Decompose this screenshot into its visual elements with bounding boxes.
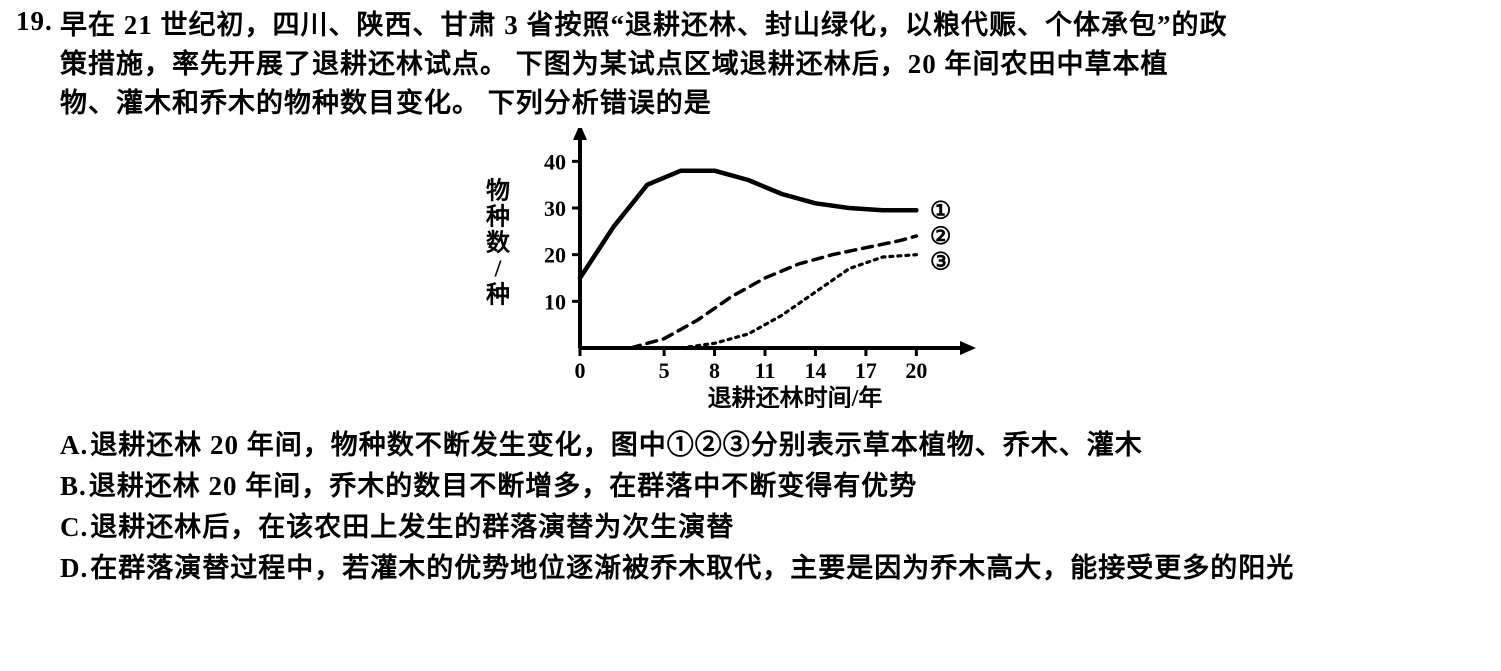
- option-b: B. 退耕还林 20 年间，乔木的数目不断增多，在群落中不断变得有优势: [60, 467, 1485, 506]
- answer-options: A. 退耕还林 20 年间，物种数不断发生变化，图中①②③分别表示草本植物、乔木…: [60, 426, 1485, 591]
- option-a: A. 退耕还林 20 年间，物种数不断发生变化，图中①②③分别表示草本植物、乔木…: [60, 426, 1485, 465]
- question-number: 19.: [16, 6, 53, 37]
- exam-question: 19. 早在 21 世纪初，四川、陕西、甘肃 3 省按照“退耕还林、封山绿化，以…: [0, 0, 1501, 671]
- option-a-label: A.: [60, 426, 88, 465]
- svg-text:17: 17: [855, 358, 877, 383]
- option-b-text: 退耕还林 20 年间，乔木的数目不断增多，在群落中不断变得有优势: [89, 467, 1485, 506]
- option-d: D. 在群落演替过程中，若灌木的优势地位逐渐被乔木取代，主要是因为乔木高大，能接…: [60, 549, 1485, 588]
- option-d-text: 在群落演替过程中，若灌木的优势地位逐渐被乔木取代，主要是因为乔木高大，能接受更多…: [90, 549, 1485, 588]
- question-stem: 早在 21 世纪初，四川、陕西、甘肃 3 省按照“退耕还林、封山绿化，以粮代赈、…: [60, 6, 1485, 123]
- svg-text:数: 数: [486, 230, 511, 257]
- stem-line-2: 策措施，率先开展了退耕还林试点。 下图为某试点区域退耕还林后，20 年间农田中草…: [60, 45, 1485, 84]
- svg-text:物: 物: [486, 178, 510, 205]
- species-chart: 1020304005811141720物种数/种退耕还林时间/年①②③: [470, 128, 1030, 408]
- stem-line-1: 早在 21 世纪初，四川、陕西、甘肃 3 省按照“退耕还林、封山绿化，以粮代赈、…: [60, 6, 1485, 45]
- stem-line-3: 物、灌木和乔木的物种数目变化。 下列分析错误的是: [60, 84, 1485, 123]
- option-c-label: C.: [60, 508, 88, 547]
- svg-text:种: 种: [486, 204, 510, 231]
- svg-text:11: 11: [755, 358, 776, 383]
- option-a-text: 退耕还林 20 年间，物种数不断发生变化，图中①②③分别表示草本植物、乔木、灌木: [90, 426, 1485, 465]
- svg-text:退耕还林时间/年: 退耕还林时间/年: [708, 384, 883, 408]
- option-c: C. 退耕还林后，在该农田上发生的群落演替为次生演替: [60, 508, 1485, 547]
- option-c-text: 退耕还林后，在该农田上发生的群落演替为次生演替: [90, 508, 1485, 547]
- svg-text:③: ③: [930, 250, 952, 276]
- option-b-label: B.: [60, 467, 87, 506]
- svg-text:8: 8: [709, 358, 720, 383]
- svg-text:①: ①: [930, 198, 952, 224]
- option-d-label: D.: [60, 549, 88, 588]
- svg-text:种: 种: [486, 282, 510, 309]
- svg-text:30: 30: [544, 196, 566, 221]
- svg-text:5: 5: [659, 358, 670, 383]
- svg-text:14: 14: [804, 358, 826, 383]
- svg-text:40: 40: [544, 149, 566, 174]
- svg-text:/: /: [494, 257, 502, 283]
- svg-text:10: 10: [544, 289, 566, 314]
- svg-text:0: 0: [575, 358, 586, 383]
- svg-text:20: 20: [905, 358, 927, 383]
- svg-text:20: 20: [544, 243, 566, 268]
- svg-text:②: ②: [930, 224, 952, 250]
